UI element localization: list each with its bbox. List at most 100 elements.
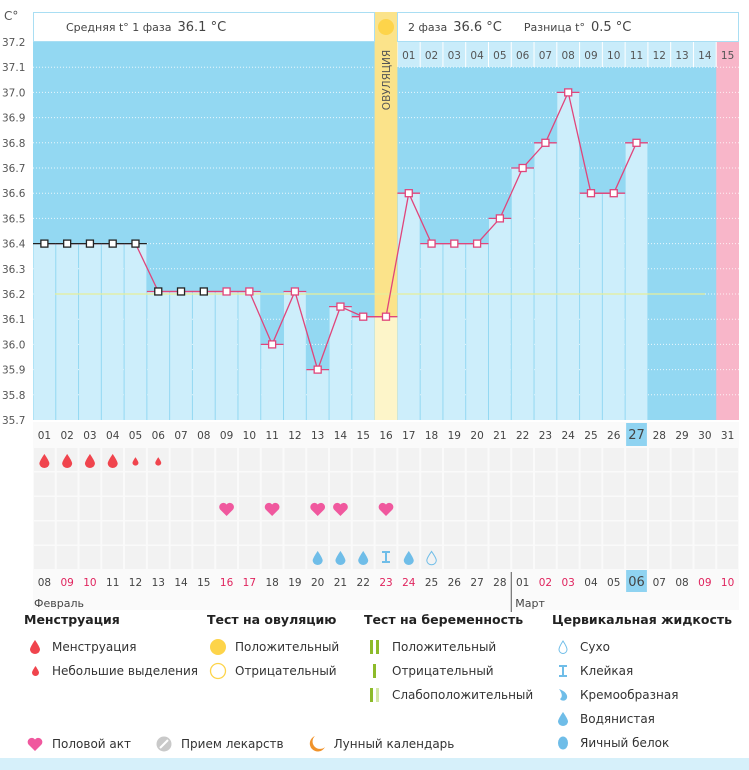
temperature-bar <box>284 291 306 420</box>
cycle-day-label: 17 <box>402 430 415 442</box>
watery-fluid-icon <box>312 551 323 565</box>
cycle-day-label: 24 <box>562 430 576 442</box>
event-cell <box>238 521 260 545</box>
legend-item: Половой акт <box>52 737 131 751</box>
event-cell <box>648 497 670 520</box>
event-cell <box>626 448 647 471</box>
temperature-bar <box>170 291 192 420</box>
temperature-bar <box>466 243 488 420</box>
pill-icon <box>153 736 175 752</box>
legend-item: Кремообразная <box>580 688 679 702</box>
temperature-bar <box>33 243 56 420</box>
date-label: 04 <box>584 577 598 589</box>
phase2-day-label: 02 <box>425 50 438 62</box>
event-cell <box>193 472 215 496</box>
temperature-point <box>609 189 618 198</box>
event-cell <box>694 521 716 545</box>
temperature-point <box>40 239 49 248</box>
event-cell <box>466 521 488 545</box>
cycle-day-label: 30 <box>698 430 711 442</box>
phase2-day-label: 05 <box>493 50 506 62</box>
temperature-point <box>427 239 436 248</box>
temperature-point <box>404 189 413 198</box>
temperature-point <box>518 163 527 173</box>
y-tick-label: 35.8 <box>2 390 25 402</box>
legend-title: Менструация <box>24 612 120 627</box>
temperature-point <box>222 287 231 296</box>
menstruation-drop-icon <box>39 454 50 468</box>
dry-fluid-icon <box>426 550 437 566</box>
watery-drop-icon <box>552 712 574 726</box>
event-cell <box>443 521 465 545</box>
event-cell <box>512 472 534 496</box>
date-label: 06 <box>628 575 645 590</box>
cycle-day-label: 26 <box>607 430 621 442</box>
cycle-day-label: 03 <box>83 430 96 442</box>
date-label: 12 <box>129 577 142 589</box>
event-cell <box>626 497 647 520</box>
event-cell <box>56 472 78 496</box>
cycle-day-label: 10 <box>243 430 256 442</box>
event-cell <box>648 448 670 471</box>
y-tick-label: 37.1 <box>2 62 25 74</box>
legend-other: Половой акт Прием лекарств Лунный календ… <box>24 732 454 756</box>
sticky-fluid-icon <box>382 551 390 563</box>
cycle-day-label: 21 <box>493 430 506 442</box>
temperature-bar <box>397 193 420 420</box>
legend-item: Прием лекарств <box>181 737 284 751</box>
event-cell <box>489 472 511 496</box>
event-cell <box>238 448 260 471</box>
event-cell <box>489 546 511 569</box>
creamy-icon <box>552 688 574 702</box>
event-cell <box>398 448 420 471</box>
cycle-day-label: 01 <box>38 430 51 442</box>
event-cell <box>125 521 146 545</box>
event-cell <box>398 521 420 545</box>
event-cell <box>352 472 374 496</box>
temperature-bar <box>557 92 580 421</box>
event-cell <box>512 521 534 545</box>
event-cell <box>421 448 442 471</box>
date-label: 15 <box>197 577 210 589</box>
event-cell <box>261 448 283 471</box>
event-cell <box>603 472 625 496</box>
event-cell <box>626 546 647 569</box>
event-cell <box>626 521 647 545</box>
event-cell <box>717 521 738 545</box>
event-cell <box>489 497 511 520</box>
menstruation-drop-icon <box>84 454 95 468</box>
event-cell <box>603 521 625 545</box>
cycle-day-label: 31 <box>721 430 734 442</box>
cycle-day-label: 23 <box>539 430 552 442</box>
event-cell <box>443 497 465 520</box>
temperature-point <box>336 302 345 311</box>
event-cell <box>147 546 169 569</box>
event-cell <box>398 497 420 520</box>
event-cell <box>512 497 534 520</box>
y-unit-label: C° <box>4 9 18 23</box>
y-tick-label: 36.6 <box>2 188 26 200</box>
event-cell <box>147 497 169 520</box>
phase2-day-label: 06 <box>516 50 530 62</box>
event-cell <box>284 472 306 496</box>
temperature-bar <box>443 243 466 420</box>
two-lines-icon <box>364 640 386 654</box>
legend-item: Положительный <box>392 640 497 654</box>
event-cell <box>307 521 329 545</box>
date-label: 17 <box>243 577 256 589</box>
today-date-highlight <box>626 570 647 592</box>
dry-drop-icon <box>552 640 574 654</box>
event-cell <box>170 497 192 520</box>
temperature-point <box>450 239 459 248</box>
event-cell <box>284 448 306 471</box>
intercourse-heart-icon <box>219 502 234 516</box>
intercourse-heart-icon <box>333 502 348 516</box>
event-cell <box>193 497 215 520</box>
date-label: 18 <box>265 577 278 589</box>
temperature-bar <box>580 193 602 420</box>
date-label: 07 <box>653 577 666 589</box>
cycle-day-label: 04 <box>106 430 120 442</box>
event-cell <box>717 546 738 569</box>
date-label: 03 <box>562 577 575 589</box>
event-cell <box>443 472 465 496</box>
